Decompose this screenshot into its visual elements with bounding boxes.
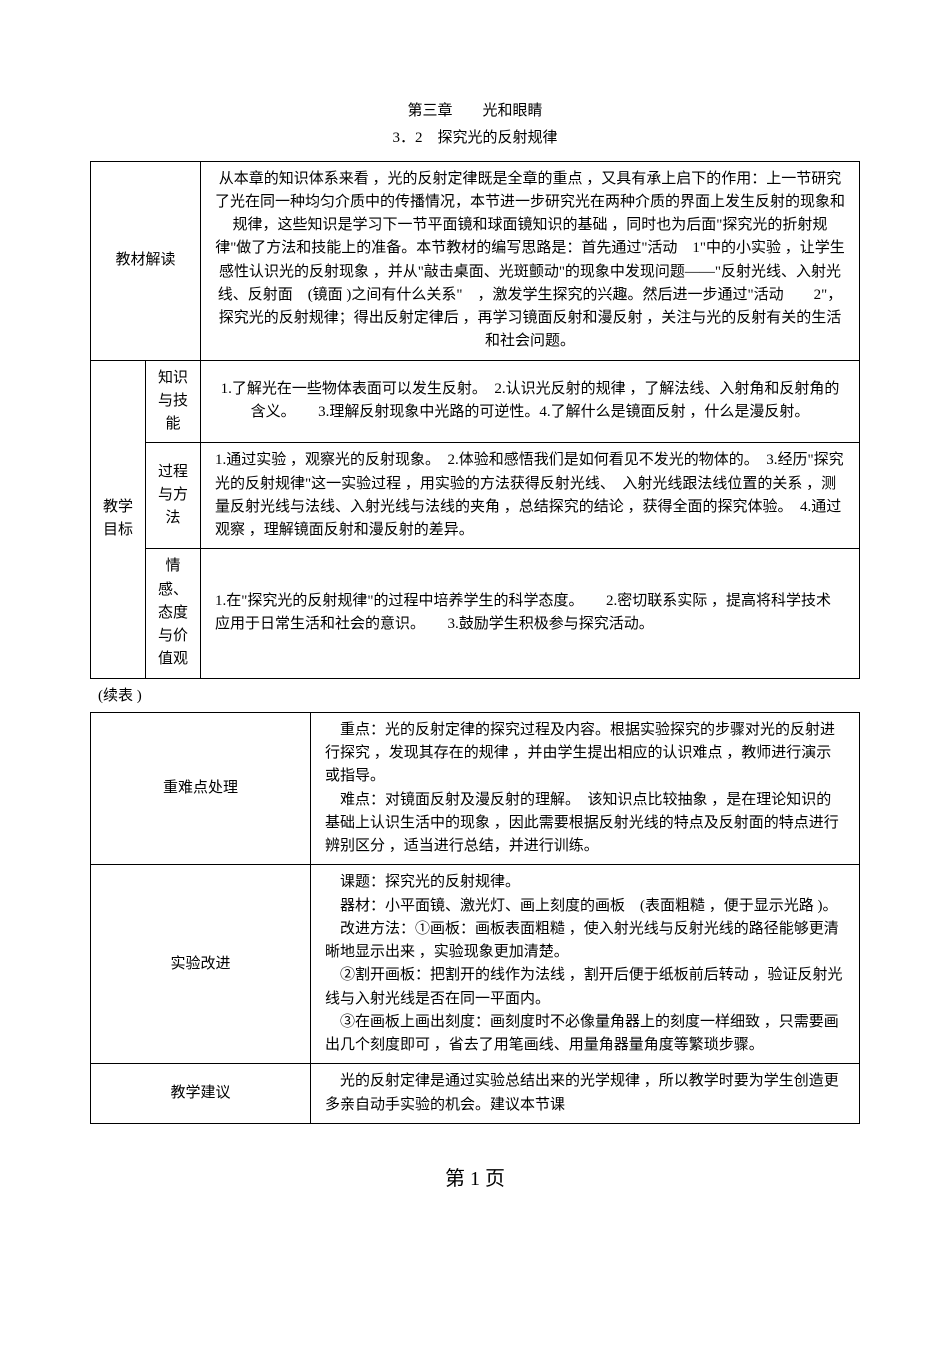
cell-content: 1.了解光在一些物体表面可以发生反射。 2.认识光反射的规律 ，了解法线、入射角…	[201, 360, 860, 443]
cell-sublabel: 过程与方法	[146, 443, 201, 549]
table-row: 过程与方法 1.通过实验 ，观察光的反射现象。 2.体验和感悟我们是如何看见不发…	[91, 443, 860, 549]
chapter-title: 第三章 光和眼睛	[90, 100, 860, 123]
section-title: 3．2 探究光的反射规律	[90, 127, 860, 150]
cell-content: 光的反射定律是通过实验总结出来的光学规律 ，所以教学时要为学生创造更多亲自动手实…	[311, 1064, 860, 1124]
cell-content: 1.通过实验 ，观察光的反射现象。 2.体验和感悟我们是如何看见不发光的物体的。…	[201, 443, 860, 549]
cell-content: 课题：探究光的反射规律。 器材：小平面镜、激光灯、画上刻度的画板 (表面粗糙 ，…	[311, 865, 860, 1064]
cell-content: 重点：光的反射定律的探究过程及内容。根据实验探究的步骤对光的反射进行探究 ，发现…	[311, 712, 860, 865]
table-row: 教学目标 知识与技能 1.了解光在一些物体表面可以发生反射。 2.认识光反射的规…	[91, 360, 860, 443]
cell-sublabel: 情感、态度与价值观	[146, 549, 201, 678]
cell-sublabel: 知识与技能	[146, 360, 201, 443]
cell-label: 实验改进	[91, 865, 311, 1064]
table-continued: 重难点处理 重点：光的反射定律的探究过程及内容。根据实验探究的步骤对光的反射进行…	[90, 712, 860, 1124]
cell-label: 教材解读	[91, 161, 201, 360]
cell-label: 教学目标	[91, 360, 146, 678]
cell-label: 重难点处理	[91, 712, 311, 865]
continuation-label: (续表 )	[98, 685, 860, 708]
table-row: 教学建议 光的反射定律是通过实验总结出来的光学规律 ，所以教学时要为学生创造更多…	[91, 1064, 860, 1124]
table-row: 教材解读 从本章的知识体系来看 ，光的反射定律既是全章的重点 ，又具有承上启下的…	[91, 161, 860, 360]
page-number: 第 1 页	[90, 1164, 860, 1195]
cell-content: 从本章的知识体系来看 ，光的反射定律既是全章的重点 ，又具有承上启下的作用：上一…	[201, 161, 860, 360]
table-row: 重难点处理 重点：光的反射定律的探究过程及内容。根据实验探究的步骤对光的反射进行…	[91, 712, 860, 865]
cell-content: 1.在"探究光的反射规律"的过程中培养学生的科学态度。 2.密切联系实际 ，提高…	[201, 549, 860, 678]
cell-label: 教学建议	[91, 1064, 311, 1124]
table-main: 教材解读 从本章的知识体系来看 ，光的反射定律既是全章的重点 ，又具有承上启下的…	[90, 161, 860, 679]
table-row: 情感、态度与价值观 1.在"探究光的反射规律"的过程中培养学生的科学态度。 2.…	[91, 549, 860, 678]
table-row: 实验改进 课题：探究光的反射规律。 器材：小平面镜、激光灯、画上刻度的画板 (表…	[91, 865, 860, 1064]
